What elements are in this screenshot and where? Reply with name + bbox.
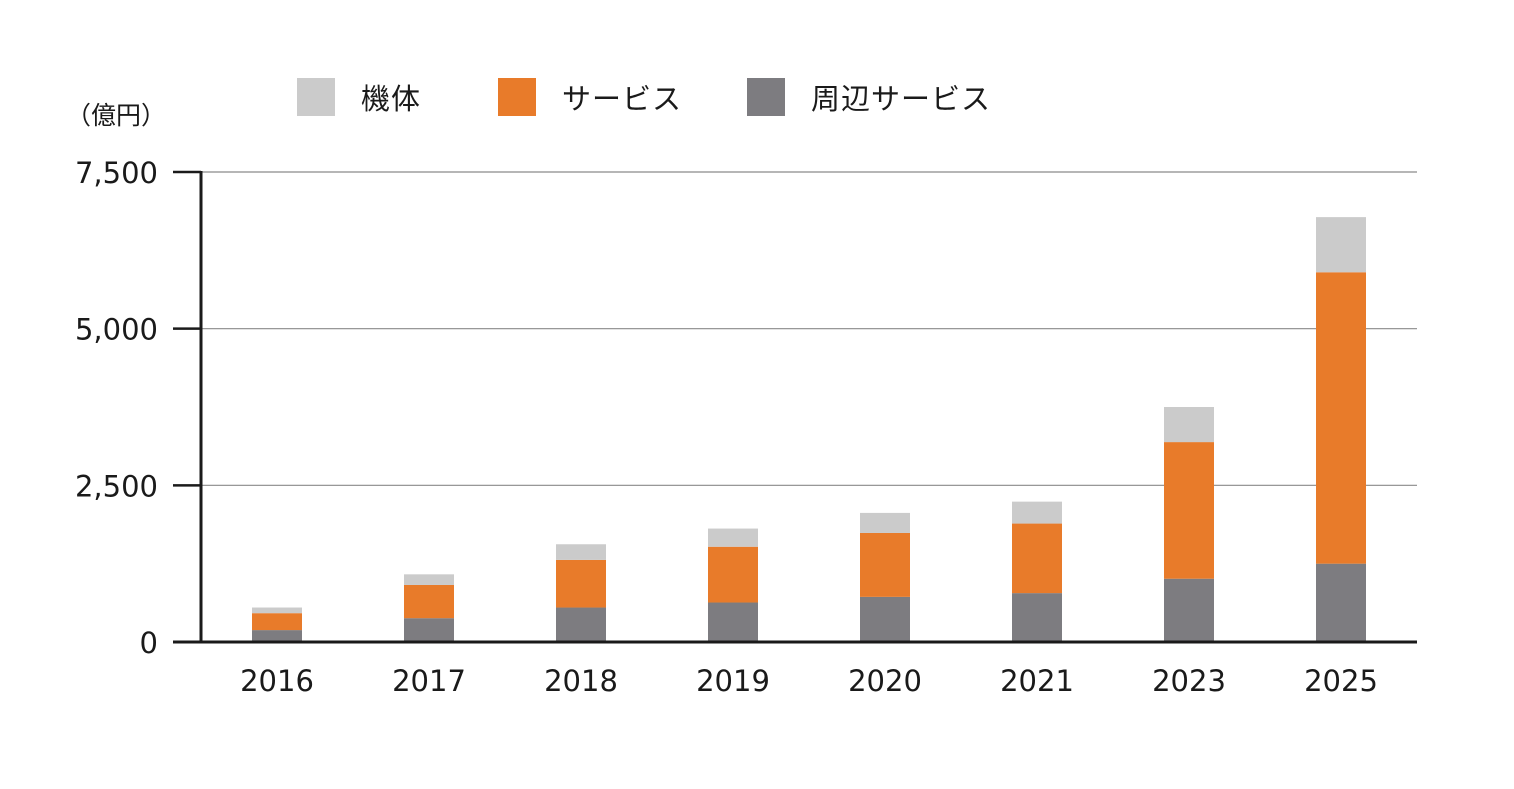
bar-segment-2025-series-2 [1316,217,1366,273]
legend-item-peripheral-service: 周辺サービス [747,77,991,117]
bar-segment-2021-series-2 [1012,501,1062,524]
y-tick-label: 5,000 [75,313,158,347]
y-axis-unit-label: （億円） [66,101,167,130]
bar-segment-2020-series-2 [860,512,910,533]
bar-segment-2016-series-1 [252,613,302,631]
bar-segment-2023-series-1 [1164,442,1214,579]
y-tick-label: 7,500 [75,156,158,190]
bar-segment-2025-series-0 [1316,563,1366,642]
x-tick-label: 2021 [1000,664,1074,698]
bar-segment-2019-series-2 [708,528,758,547]
legend-label-kitai: 機体 [361,82,422,116]
x-tick-label: 2018 [544,664,618,698]
bar-segment-2016-series-2 [252,607,302,614]
bar-segment-2023-series-2 [1164,407,1214,443]
bar-segment-2017-series-2 [404,574,454,585]
x-tick-label: 2016 [240,664,314,698]
x-tick-label: 2019 [696,664,770,698]
bar-segment-2020-series-0 [860,596,910,642]
legend-label-service: サービス [562,82,683,116]
bar-segment-2018-series-0 [556,607,606,642]
bar-segment-2019-series-0 [708,602,758,642]
bar-segment-2017-series-1 [404,584,454,619]
y-tick-label: 2,500 [75,469,158,503]
bar-segment-2021-series-1 [1012,523,1062,594]
x-tick-label: 2023 [1152,664,1226,698]
x-tick-label: 2017 [392,664,466,698]
x-tick-label: 2025 [1304,664,1378,698]
x-tick-label: 2020 [848,664,922,698]
bar-segment-2016-series-0 [252,630,302,642]
legend-item-kitai: 機体 [297,77,421,117]
bar-segment-2019-series-1 [708,546,758,603]
legend-item-service: サービス [498,77,682,117]
bar-segment-2020-series-1 [860,532,910,597]
bar-segment-2018-series-2 [556,544,606,560]
bar-segment-2018-series-1 [556,559,606,608]
bar-segment-2023-series-0 [1164,578,1214,642]
legend-swatch-service [498,78,536,116]
legend-swatch-peripheral-service [747,78,785,116]
bar-segment-2025-series-1 [1316,272,1366,564]
legend-label-peripheral-service: 周辺サービス [811,82,992,116]
legend-swatch-kitai [297,78,335,116]
bar-segment-2017-series-0 [404,618,454,642]
bar-segment-2021-series-0 [1012,593,1062,642]
y-tick-label: 0 [140,626,158,660]
